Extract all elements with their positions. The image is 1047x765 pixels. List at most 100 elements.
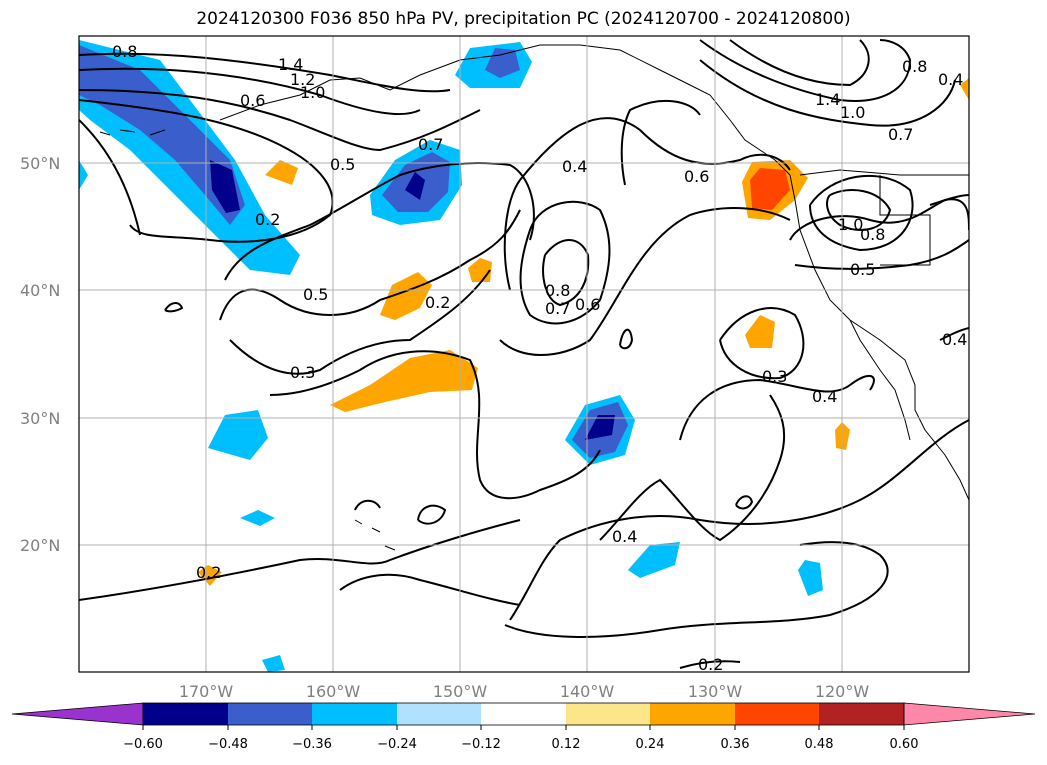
pv-contour [699, 39, 912, 102]
graticule [79, 36, 969, 672]
colorbar-tick-label: 0.12 [552, 737, 581, 752]
precip-anomaly-negative [628, 542, 680, 578]
lat-label: 50°N [20, 154, 60, 173]
pv-contour [735, 495, 754, 510]
contour-label: 0.4 [562, 157, 587, 176]
precip-anomaly-negative [240, 510, 275, 526]
pv-contour [679, 660, 741, 669]
colorbar-segment [735, 703, 819, 725]
colorbar-segment [650, 703, 735, 725]
contour-label: 0.7 [545, 299, 570, 318]
precip-anomaly-negative [208, 410, 268, 460]
pv-contour [719, 307, 805, 380]
colorbar-tick-label: 0.48 [805, 737, 834, 752]
precip-anomaly-negative [210, 160, 240, 213]
colorbar-ticks [142, 725, 905, 730]
pv-contour [164, 302, 184, 313]
contour-label: 0.8 [112, 42, 137, 61]
colorbar-tick-label: 0.24 [636, 737, 665, 752]
contour-label: 0.3 [762, 367, 787, 386]
precip-anomaly-negative [262, 655, 285, 672]
contour-label: 0.4 [812, 387, 837, 406]
pv-contour [417, 504, 447, 525]
pv-contour [699, 59, 956, 127]
contour-label: 0.2 [698, 655, 723, 674]
pv-contour [826, 189, 892, 231]
colorbar-segment [566, 703, 650, 725]
pv-contour [79, 519, 521, 601]
colorbar-frame [142, 702, 905, 726]
coastline-baja [849, 319, 911, 441]
pv-contour [542, 239, 590, 307]
precip-anomaly-positive [380, 272, 432, 320]
precip-anomaly-positive [750, 168, 790, 210]
contour-label: 1.0 [840, 103, 865, 122]
lon-label: 170°W [179, 682, 234, 701]
coastline-hawaii [354, 519, 396, 551]
colorbar-segment [228, 703, 312, 725]
contour-label: 0.4 [938, 70, 963, 89]
contour-label: 0.7 [888, 125, 913, 144]
colorbar-tick-label: −0.12 [461, 737, 501, 752]
pv-contour [79, 89, 481, 152]
coastline-aleutians [99, 129, 166, 136]
contour-label: 0.2 [196, 563, 221, 582]
contour-label: 0.6 [684, 167, 709, 186]
contour-label: 0.3 [290, 363, 315, 382]
colorbar-segment [312, 703, 397, 725]
lat-label: 30°N [20, 409, 60, 428]
contour-label: 0.8 [902, 57, 927, 76]
pv-contour [509, 419, 969, 621]
pv-contour [619, 328, 634, 350]
pv-contour [599, 394, 786, 542]
colorbar-tick-label: −0.24 [377, 737, 417, 752]
contour-label: 0.4 [612, 527, 637, 546]
precip-anomaly-negative [798, 560, 823, 596]
lat-label: 40°N [20, 281, 60, 300]
pv-contour [499, 207, 791, 356]
pv-contour [679, 375, 875, 441]
colorbar-segment [819, 703, 904, 725]
contour-label: 0.5 [303, 285, 328, 304]
pv-contour [809, 174, 914, 252]
contour-label: 1.0 [838, 215, 863, 234]
colorbar-tick-label: −0.36 [292, 737, 332, 752]
coastline-north-america [789, 174, 969, 501]
pv-contour [929, 194, 969, 206]
contour-label: 0.6 [240, 91, 265, 110]
colorbar-tick-label: −0.60 [123, 737, 163, 752]
precip-anomaly-negative [585, 415, 615, 440]
precip-anomaly-positive [745, 315, 775, 348]
longitude-labels: 170°W 160°W 150°W 140°W 130°W 120°W [179, 682, 870, 701]
colorbar-extend-max [903, 702, 1036, 726]
precip-anomaly-positive [330, 350, 478, 412]
colorbar: −0.60 −0.48 −0.36 −0.24 −0.12 0.12 0.24 … [11, 702, 1036, 752]
lat-label: 20°N [20, 536, 60, 555]
colorbar-segment [143, 703, 228, 725]
pv-contour [620, 99, 701, 186]
lon-label: 140°W [560, 682, 615, 701]
colorbar-extend-min [11, 702, 144, 726]
precip-anomaly-positive [198, 565, 222, 586]
contour-label: 0.5 [330, 155, 355, 174]
contour-label: 0.7 [418, 135, 443, 154]
precip-anomaly-positive [265, 160, 298, 185]
pv-contour [789, 198, 969, 241]
precip-anomaly-negative [405, 172, 425, 200]
map-title: 2024120300 F036 850 hPa PV, precipitatio… [196, 9, 851, 29]
contour-label: 1.0 [300, 83, 325, 102]
pv-contour [939, 327, 969, 341]
pv-contours [79, 39, 969, 669]
contour-label: 0.5 [850, 260, 875, 279]
pv-contour [269, 350, 601, 500]
pv-contour [354, 499, 381, 511]
contour-label: 1.2 [290, 70, 315, 89]
contour-label: 1.4 [815, 90, 840, 109]
pv-contour [794, 239, 969, 270]
coastline-inland [799, 169, 969, 176]
contour-labels: 0.8 1.4 1.2 1.0 0.6 0.7 0.5 0.2 0.4 0.6 … [112, 42, 967, 674]
pv-contour [229, 269, 491, 375]
contour-label: 0.4 [942, 330, 967, 349]
contour-label: 0.8 [545, 281, 570, 300]
